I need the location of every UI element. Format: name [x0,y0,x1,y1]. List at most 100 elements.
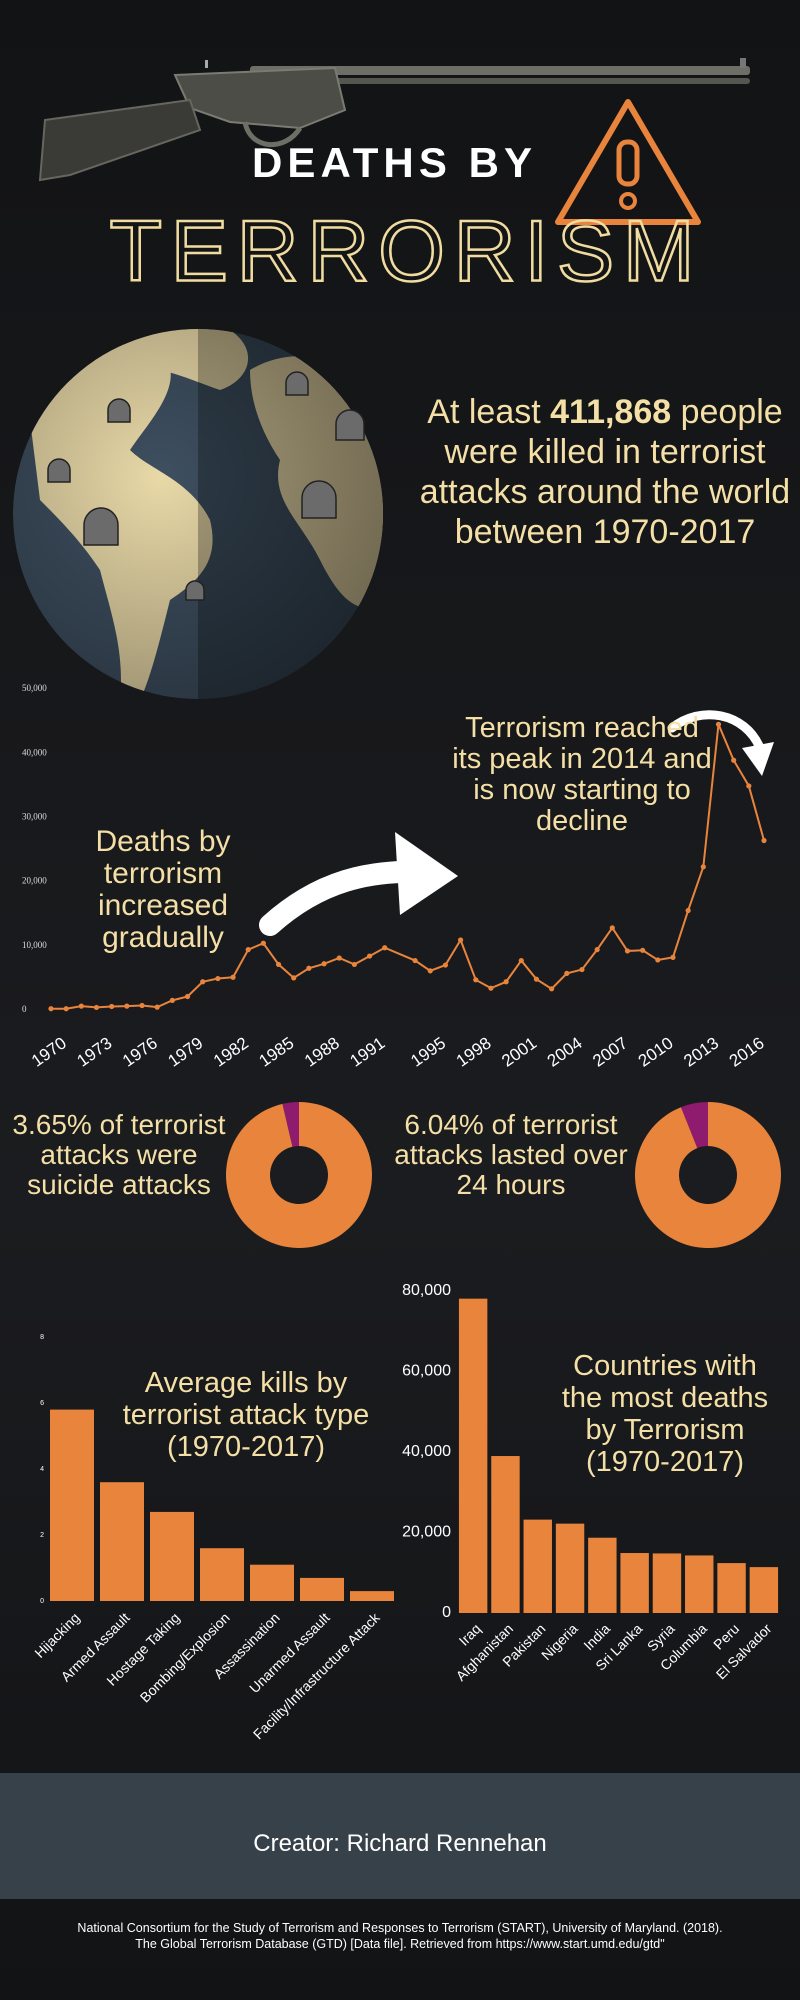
bar [717,1563,746,1613]
point [215,975,221,982]
source-line: The Global Terrorism Database (GTD) [Dat… [135,1937,665,1951]
point [412,957,418,964]
statement-after: people were killed in terrorist attacks … [419,393,791,551]
point [473,977,479,983]
point [761,837,767,844]
point [184,993,191,1000]
creator: Creator: Richard Rennehan [253,1830,547,1857]
title-main: TERRORISM [110,204,695,300]
x-tick-label: 2007 [589,1033,631,1070]
point [655,957,661,963]
footer-band [0,1773,800,1899]
point [260,940,266,946]
point [351,961,358,968]
x-tick-label: Bombing/Explosion [137,1609,233,1705]
y-tick-label: 10,000 [22,940,47,950]
y-tick-label: 20,000 [22,876,47,886]
point [731,757,737,763]
x-tick-label: Nigeria [538,1620,581,1663]
y-tick-label: 2 [40,1532,44,1539]
x-tick-label: 2001 [498,1033,540,1070]
point [427,968,433,974]
bar [620,1553,649,1613]
donut-segment [282,1102,299,1147]
chart-title: Average kills by terrorist attack type (… [122,1367,370,1463]
bar [200,1548,244,1601]
y-tick-label: 20,000 [402,1524,451,1541]
point [230,974,236,980]
x-tick-label: 1991 [347,1033,389,1070]
bar [458,1298,488,1613]
bar [100,1482,144,1601]
x-tick-label: 1998 [453,1033,495,1070]
donut-segment [226,1102,373,1248]
point [746,783,752,789]
x-tick-label: 1995 [407,1033,449,1070]
point [48,1006,54,1012]
bar [50,1409,94,1601]
y-tick-label: 40,000 [22,747,47,757]
globe [13,329,383,699]
x-tick-label: 1982 [210,1033,252,1070]
point [306,965,312,971]
x-tick-label: 2004 [544,1033,586,1070]
annotation: Deaths by terrorism increased gradually [95,825,231,954]
bar [523,1519,552,1613]
point [291,975,297,981]
x-tick-label: 2013 [680,1033,722,1070]
point [624,948,631,954]
x-tick-label: 1985 [256,1033,298,1070]
arrows [259,710,774,936]
point [503,979,509,985]
x-tick-label: 1979 [165,1033,207,1070]
tombstones [47,371,365,601]
point [457,937,464,943]
bar [250,1564,294,1601]
donut-caption: 3.65% of terrorist attacks were suicide … [12,1109,226,1200]
point [124,1003,130,1009]
point [442,962,449,968]
point [670,954,676,960]
point [78,1003,84,1009]
point [169,997,175,1003]
statement-before: At least [427,393,541,431]
y-tick-label: 0 [22,1004,27,1014]
y-tick-label: 50,000 [22,683,47,693]
y-tick-label: 8 [40,1334,44,1341]
point [594,947,600,953]
point [366,953,373,959]
point [200,979,206,985]
point [275,961,282,968]
y-tick-label: 0 [40,1598,44,1605]
point [139,1002,145,1009]
point [93,1004,100,1011]
donut-caption: 6.04% of terrorist attacks lasted over 2… [394,1109,628,1200]
x-tick-label: 1973 [73,1033,115,1070]
bar [350,1591,394,1601]
point [549,986,555,992]
point [488,985,494,991]
bar [685,1555,714,1613]
point [109,1003,115,1010]
y-tick-label: 4 [40,1466,44,1473]
point [715,721,722,727]
donut-segment [680,1102,708,1149]
point [640,947,646,953]
point [382,945,388,951]
point [700,864,706,870]
title-top: DEATHS BY [252,139,532,186]
point [564,970,570,977]
x-tick-label: 1976 [119,1033,161,1070]
point [154,1004,160,1010]
bar [150,1511,194,1601]
x-tick-label: 2016 [726,1033,768,1070]
source-line: National Consortium for the Study of Ter… [77,1921,723,1935]
x-tick-label: 1970 [28,1033,70,1070]
bar [491,1456,520,1613]
annotation: Terrorism reached its peak in 2014 and i… [452,712,712,837]
point [579,966,585,973]
y-tick-label: 6 [40,1400,44,1407]
point [245,947,251,953]
x-tick-label: 1988 [301,1033,343,1070]
